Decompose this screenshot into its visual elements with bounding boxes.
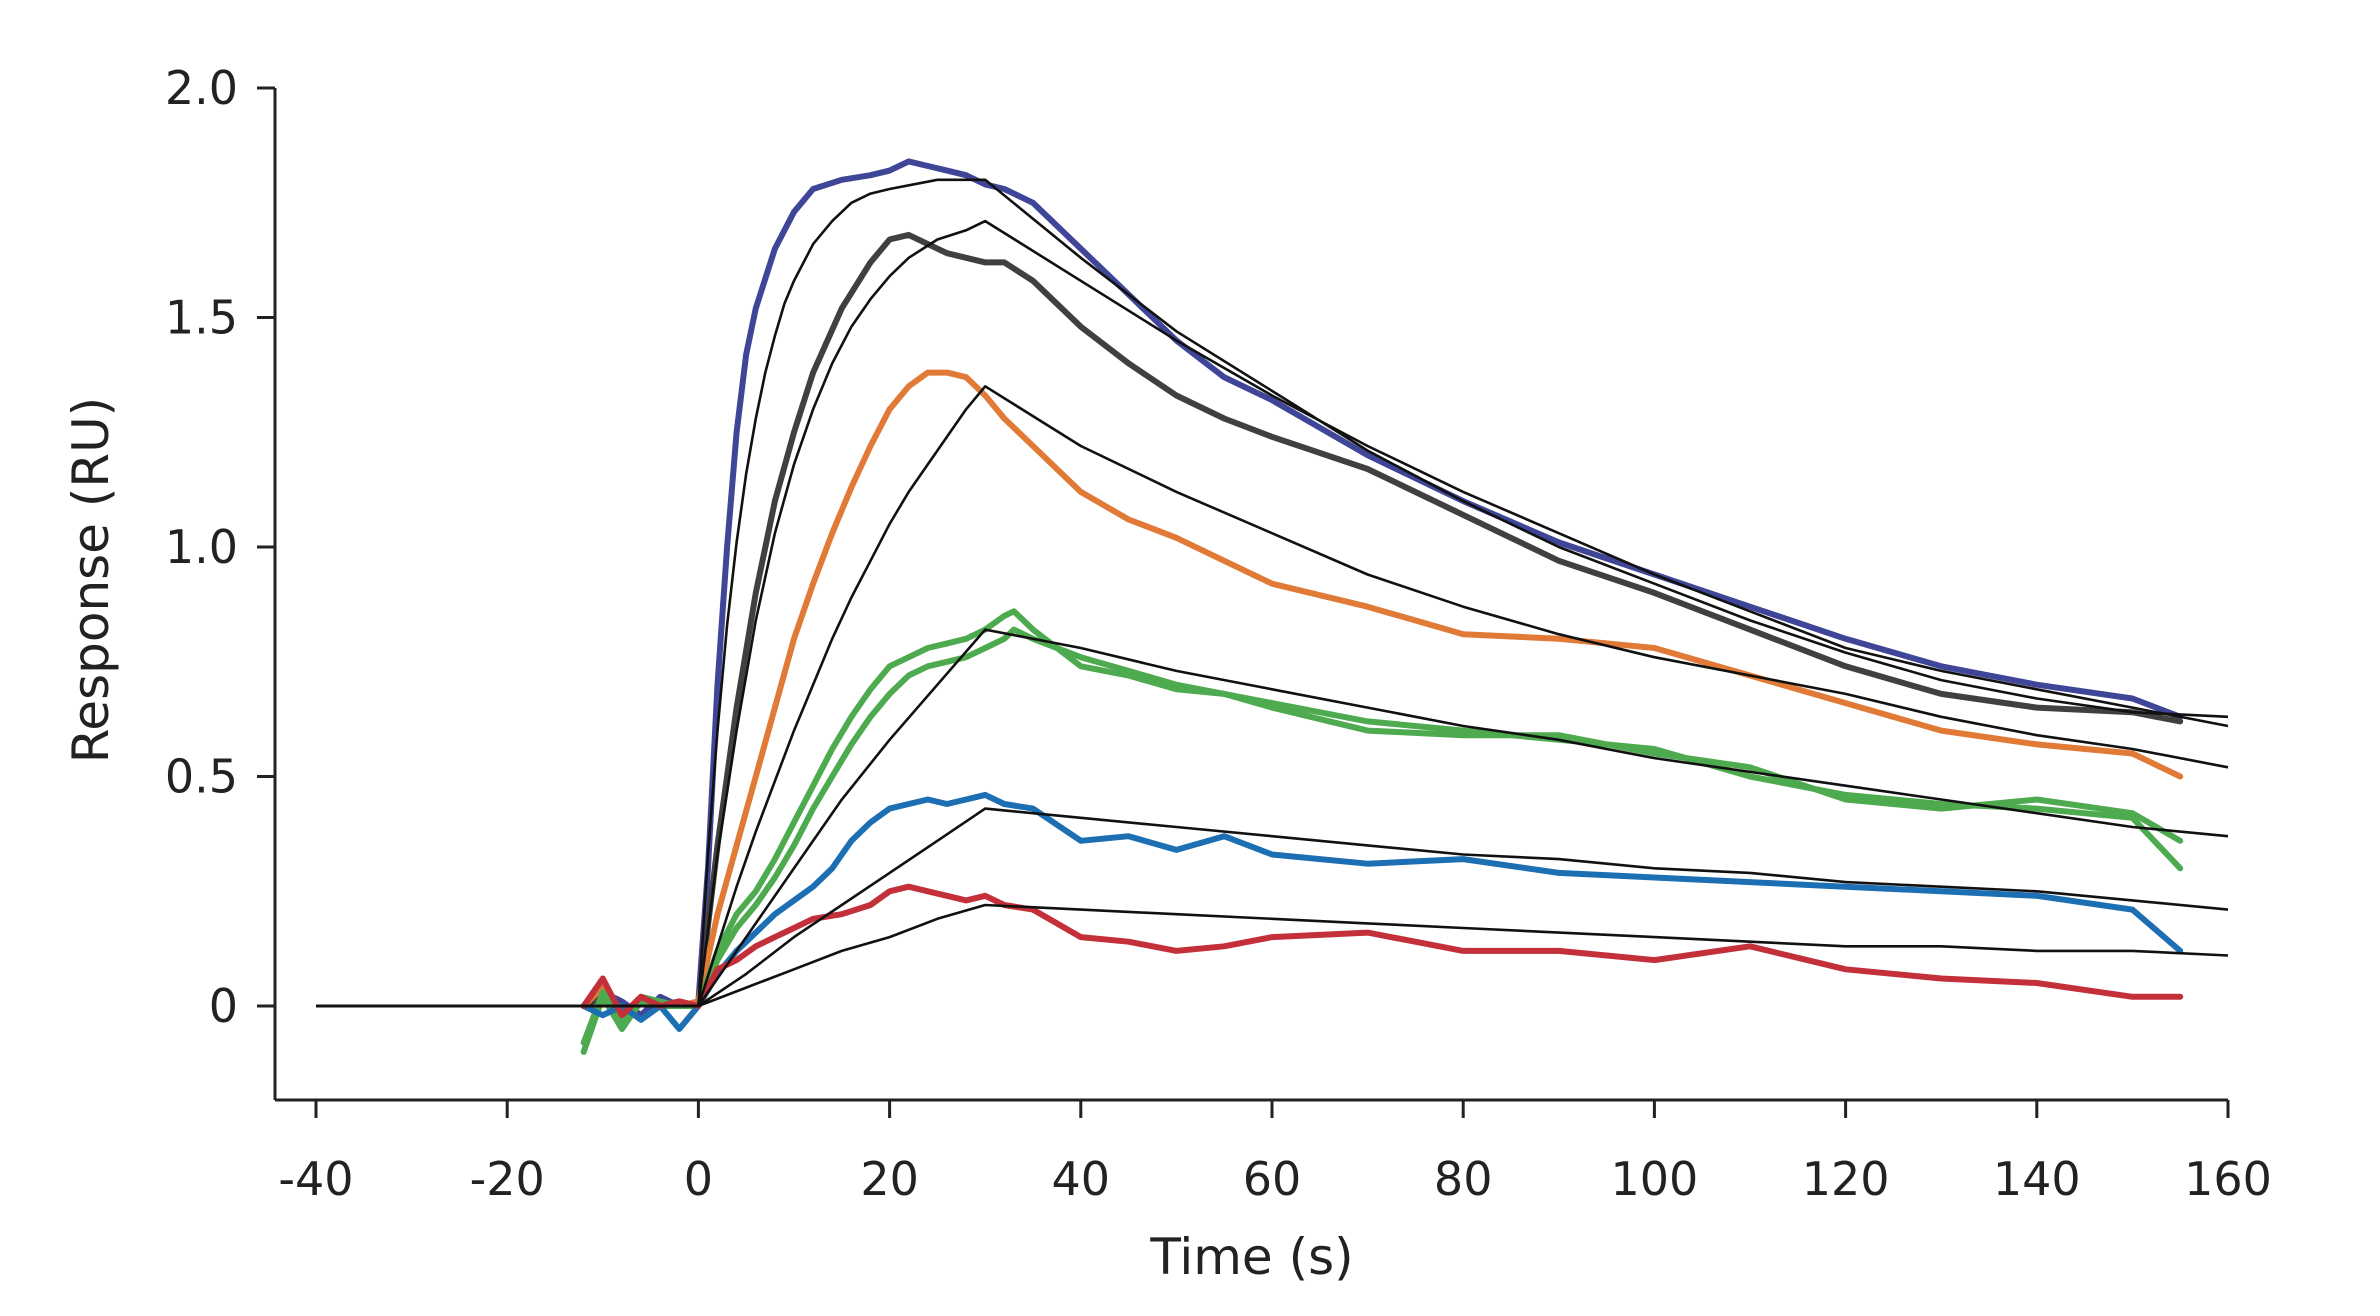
x-tick-label: 20 <box>860 1152 919 1206</box>
x-tick-label: 0 <box>684 1152 713 1206</box>
fit-curve-3 <box>316 385 2229 1008</box>
data-series-3 <box>580 369 2184 1019</box>
y-tick-label: 1.5 <box>165 291 238 345</box>
x-tick-label: 60 <box>1243 1152 1302 1206</box>
fit-curve-1 <box>316 178 2229 1008</box>
fit-curve-4 <box>316 628 2229 1008</box>
x-tick-label: 160 <box>2184 1152 2272 1206</box>
x-tick-label: -20 <box>470 1152 545 1206</box>
y-tick-label: 0.5 <box>165 750 238 804</box>
data-series-7 <box>580 883 2184 1019</box>
y-ticks: 0 0.5 1.0 1.5 2.0 <box>165 61 275 1033</box>
y-tick-label: 0 <box>209 979 238 1033</box>
y-tick-label: 2.0 <box>165 61 238 115</box>
data-series-6 <box>580 791 2184 1032</box>
y-tick-label: 1.0 <box>165 520 238 574</box>
x-tick-label: 100 <box>1610 1152 1698 1206</box>
fit-curve-5 <box>316 807 2229 1008</box>
x-tick-label: 40 <box>1052 1152 1111 1206</box>
fit-layer <box>316 178 2229 1008</box>
x-axis-label: Time (s) <box>1149 1228 1353 1286</box>
x-tick-label: -40 <box>278 1152 353 1206</box>
fit-curve-2 <box>316 219 2229 1008</box>
fit-curve-6 <box>316 903 2229 1008</box>
x-tick-label: 80 <box>1434 1152 1493 1206</box>
x-ticks: -40 -20 0 20 40 60 80 100 120 140 160 <box>278 1100 2272 1206</box>
x-tick-label: 120 <box>1802 1152 1890 1206</box>
x-tick-label: 140 <box>1993 1152 2081 1206</box>
y-axis-label: Response (RU) <box>62 397 120 763</box>
data-series-4 <box>580 608 2184 1055</box>
